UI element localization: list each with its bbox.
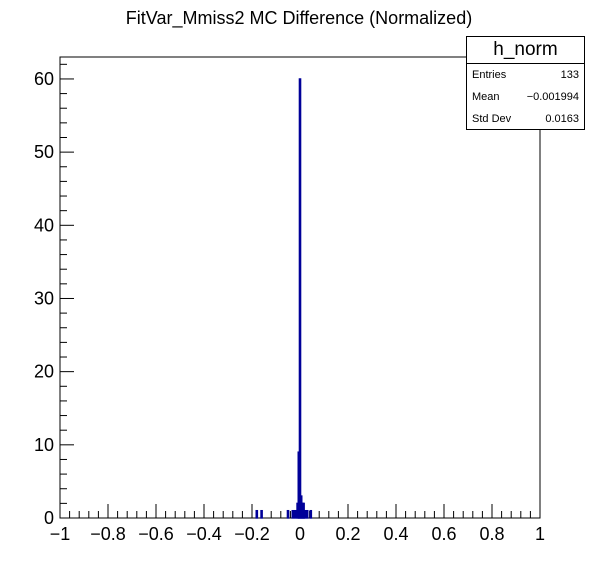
stats-label: Std Dev [472,113,512,125]
stats-value: 0.0163 [545,113,579,125]
y-tick-label: 30 [34,288,54,308]
x-tick-label: −0.4 [186,524,222,544]
y-tick-label: 20 [34,362,54,382]
stats-row-stddev: Std Dev 0.0163 [467,108,584,130]
y-tick-label: 50 [34,142,54,162]
y-tick-label: 60 [34,69,54,89]
histogram-bar [255,509,259,519]
stats-label: Mean [472,91,500,103]
y-tick-label: 40 [34,215,54,235]
stats-value: 133 [560,69,579,81]
histogram-bar [309,509,313,519]
x-tick-label: 0.6 [431,524,456,544]
histogram-bar [298,78,302,519]
histogram-bar [260,509,263,519]
histogram-bar [303,509,307,519]
x-tick-label: 0 [295,524,305,544]
y-tick-label: 0 [44,508,54,528]
x-tick-label: 0.8 [479,524,504,544]
x-tick-label: 1 [535,524,545,544]
stats-box: h_norm Entries 133 Mean −0.001994 Std De… [466,36,585,130]
chart-title: FitVar_Mmiss2 MC Difference (Normalized) [125,8,473,28]
stats-label: Entries [472,69,507,81]
x-tick-label: −0.6 [138,524,174,544]
x-tick-label: −1 [50,524,71,544]
histogram-bar [293,509,297,519]
stats-row-mean: Mean −0.001994 [467,86,584,108]
x-tick-label: 0.2 [335,524,360,544]
y-tick-label: 10 [34,435,54,455]
stats-value: −0.001994 [526,91,579,103]
x-tick-label: −0.8 [90,524,126,544]
stats-row-entries: Entries 133 [467,64,584,86]
histogram-bar [305,509,309,519]
histogram-bar [291,509,295,519]
stats-title: h_norm [467,37,584,64]
x-tick-label: −0.2 [234,524,270,544]
x-tick-label: 0.4 [383,524,408,544]
histogram-bar [286,509,290,519]
